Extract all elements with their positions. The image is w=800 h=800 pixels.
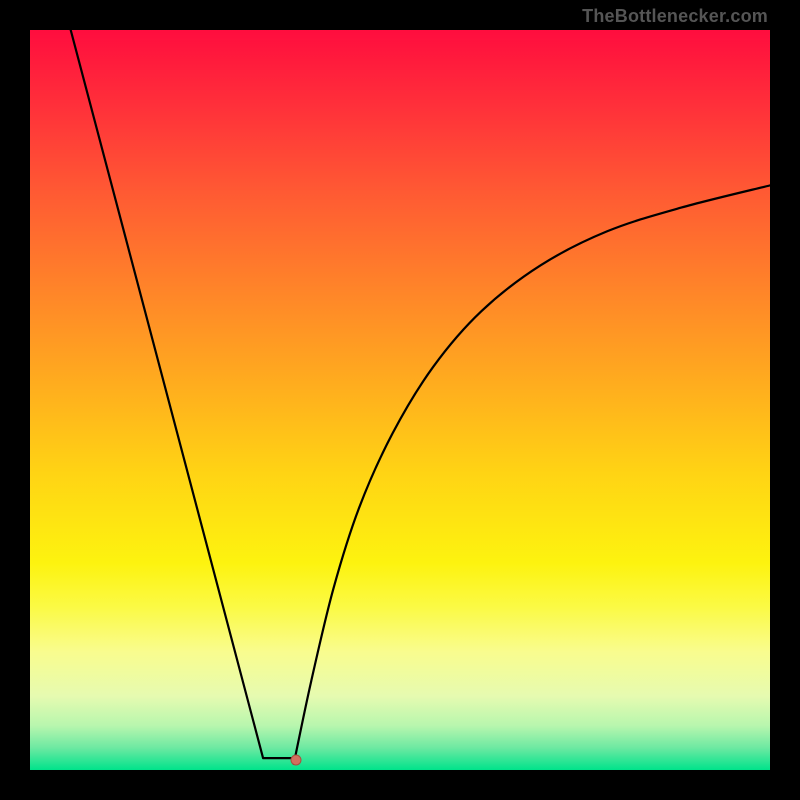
optimal-point-marker [291, 754, 302, 765]
bottleneck-curve [71, 30, 770, 764]
chart-frame: TheBottlenecker.com [0, 0, 800, 800]
watermark-text: TheBottlenecker.com [582, 6, 768, 27]
curve-layer [30, 30, 770, 770]
plot-area [30, 30, 770, 770]
